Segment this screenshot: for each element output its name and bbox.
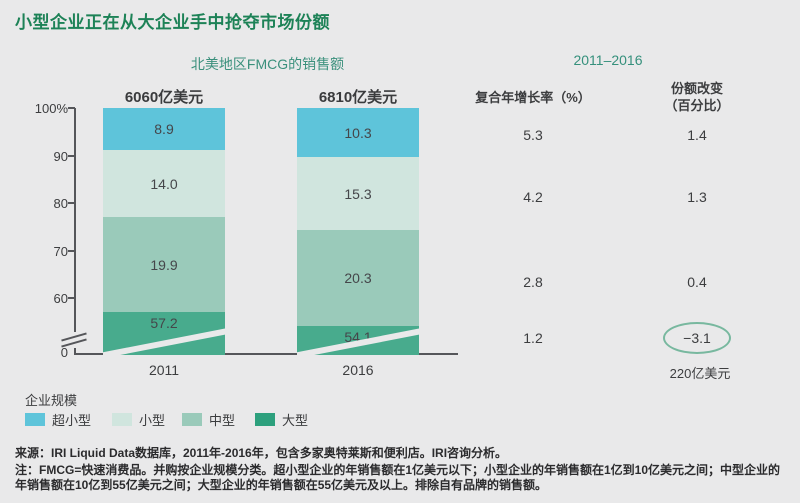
y-tick-label: 60 xyxy=(53,291,68,306)
y-tick-mark xyxy=(68,154,75,157)
x-label-2011: 2011 xyxy=(148,362,180,378)
bar-total-2016: 6810亿美元 xyxy=(318,89,398,106)
y-tick-label: 90 xyxy=(53,148,68,164)
change-highlight-ellipse xyxy=(663,322,731,354)
segment-value-label: 14.0 xyxy=(150,175,178,192)
cagr-value: 1.2 xyxy=(523,330,543,346)
segment-value-label: 57.2 xyxy=(150,315,178,331)
y-tick-mark xyxy=(68,202,75,204)
y-tick-mark xyxy=(68,107,75,109)
stacked-bar-2016: 10.3 15.3 20.3 54.1 xyxy=(297,108,419,355)
stacked-bar-2011: 8.9 14.0 19.9 57.2 xyxy=(103,108,225,355)
bar-total-2011: 6060亿美元 xyxy=(124,89,204,106)
legend-item-小型: 小型 xyxy=(112,410,165,429)
legend-item-中型: 中型 xyxy=(182,410,235,429)
legend-swatch xyxy=(182,413,202,426)
bar-segment-大型: 54.1 xyxy=(297,326,419,355)
definition-note: 注：FMCG=快速消费品。并购按企业规模分类。超小型企业的年销售额在1亿美元以下… xyxy=(15,463,781,492)
page-title: 小型企业正在从大企业手中抢夺市场份额 xyxy=(15,13,330,32)
segment-value-label: 20.3 xyxy=(344,270,372,286)
share-change-header-line1: 份额改变 xyxy=(670,81,723,96)
legend-label: 小型 xyxy=(139,413,166,428)
y-tick-label: 70 xyxy=(53,243,68,259)
legend-title: 企业规模 xyxy=(25,393,78,408)
share-change-value: 1.4 xyxy=(687,127,707,143)
share-change-value: 0.4 xyxy=(687,274,707,290)
chart-subtitle: 北美地区FMCG的销售额 xyxy=(190,56,345,72)
segment-value-label: 8.9 xyxy=(154,121,174,137)
bar-segment-大型: 57.2 xyxy=(103,312,225,355)
share-change-value: 1.3 xyxy=(687,189,707,205)
x-label-2016: 2016 xyxy=(342,362,374,378)
segment-value-label: 10.3 xyxy=(344,124,372,141)
bar-segment-超小型: 10.3 xyxy=(297,108,419,157)
legend-label: 超小型 xyxy=(52,413,92,428)
y-tick-label: 80 xyxy=(53,196,68,211)
cagr-value: 5.3 xyxy=(523,127,543,143)
y-zero-label: 0 xyxy=(60,344,68,360)
footer: 来源：IRI Liquid Data数据库，2011年-2016年，包含多家奥特… xyxy=(15,446,790,493)
segment-value-label: 15.3 xyxy=(344,185,372,202)
share-loss-value: 220亿美元 xyxy=(669,366,731,381)
legend-item-大型: 大型 xyxy=(255,410,308,429)
bar-segment-中型: 20.3 xyxy=(297,230,419,326)
cagr-column-header: 复合年增长率（%） xyxy=(475,90,591,105)
share-change-header-line2: （百分比） xyxy=(664,98,730,113)
legend-label: 大型 xyxy=(282,413,309,428)
source-note: 来源：IRI Liquid Data数据库，2011年-2016年，包含多家奥特… xyxy=(15,446,508,460)
x-axis-line xyxy=(74,353,458,355)
y-axis-line-lower xyxy=(74,348,76,355)
cagr-value: 4.2 xyxy=(523,189,543,205)
bar-segment-小型: 14.0 xyxy=(103,150,225,217)
share-change-column-header: 份额改变 （百分比） xyxy=(637,80,757,114)
y-tick-label: 100% xyxy=(34,101,68,116)
y-tick-mark xyxy=(68,297,75,299)
legend-swatch xyxy=(255,413,275,426)
y-axis-line-upper xyxy=(74,108,76,332)
y-tick-mark xyxy=(68,249,75,252)
legend-swatch xyxy=(112,413,132,426)
bar-segment-中型: 19.9 xyxy=(103,217,225,312)
bar-segment-小型: 15.3 xyxy=(297,157,419,230)
period-header: 2011–2016 xyxy=(573,52,643,68)
legend-item-超小型: 超小型 xyxy=(25,410,91,429)
legend-label: 中型 xyxy=(209,413,236,428)
bar-segment-超小型: 8.9 xyxy=(103,108,225,150)
segment-value-label: 19.9 xyxy=(150,256,178,273)
cagr-value: 2.8 xyxy=(523,274,543,290)
legend-swatch xyxy=(25,413,45,426)
